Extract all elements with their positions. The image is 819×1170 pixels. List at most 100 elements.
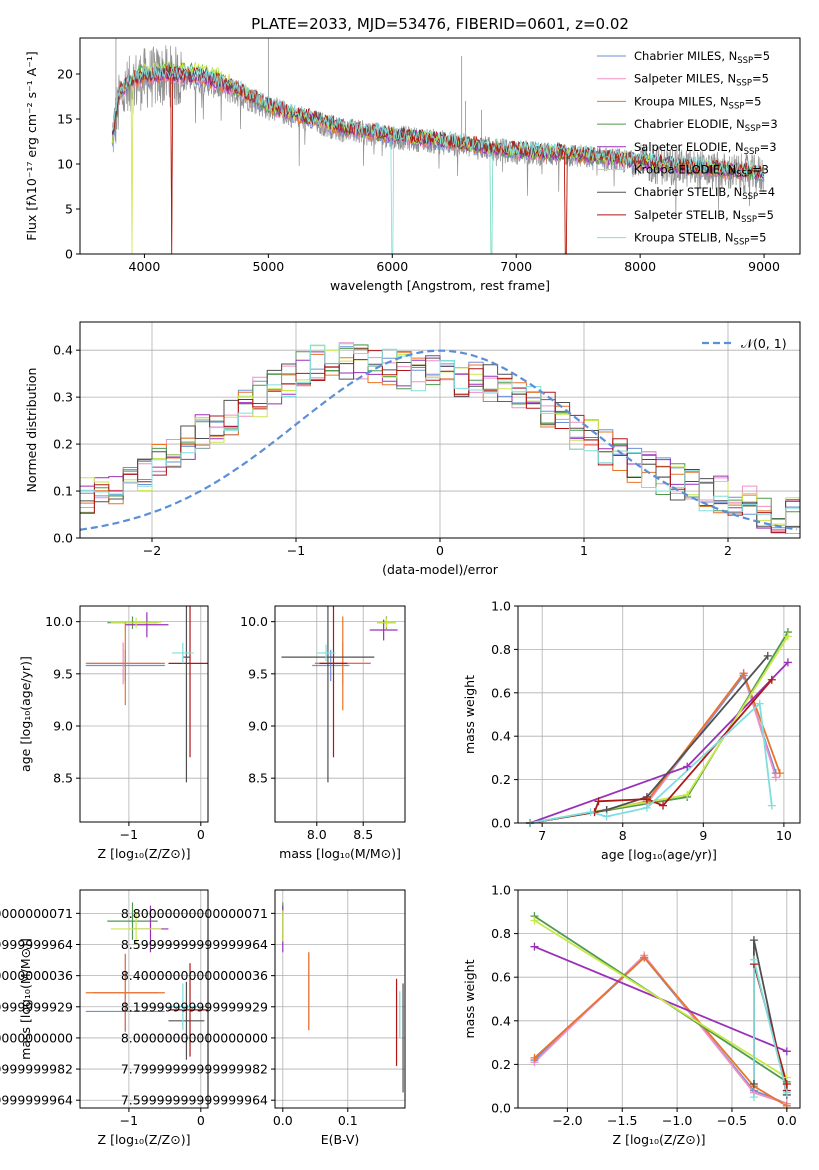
y-tick-label: 8.59999999999999964: [0, 937, 73, 952]
axes-frame: [79, 889, 209, 1109]
y-tick-label: 8.40000000000000036: [0, 968, 73, 983]
plot-area: [80, 342, 800, 537]
y-tick-label: 1.0: [491, 883, 511, 898]
y-axis-label: mass [log₁₀(M/M⊙)]: [18, 938, 33, 1060]
y-tick-label: 9.5: [53, 666, 73, 681]
y-tick-label: 7.79999999999999982: [121, 1062, 268, 1077]
legend-label: Chabrier MILES, NSSP=5: [634, 49, 770, 66]
x-tick-label: 0.0: [777, 1113, 797, 1128]
panel-mass-weight-vs-Z: −2.0 −1.5 −1.0 −0.5 0.0 0.0 0.2 0.4 0.6 0.8 1.0 Z […: [462, 883, 801, 1147]
y-tick-label: 0.2: [491, 772, 511, 787]
panel-spectrum: 4000 5000 6000 7000 8000 9000 0 5 10 15 20 waveleng…: [24, 37, 801, 293]
mass-weight-marker: [683, 762, 692, 771]
x-tick-label: 1: [580, 543, 588, 558]
x-tick-label: 5000: [252, 259, 284, 274]
y-tick-label: 0.2: [491, 1057, 511, 1072]
y-tick-label: 0.4: [491, 1013, 511, 1028]
x-tick-label: 0.0: [273, 1113, 293, 1128]
y-tick-label: 0.0: [53, 531, 73, 546]
x-tick-label: 0: [436, 543, 444, 558]
y-tick-label: 0.2: [53, 437, 73, 452]
legend-label: Salpeter ELODIE, NSSP=3: [634, 140, 777, 157]
mass-weight-line-c7: [529, 679, 773, 823]
mass-weight-marker: [782, 1047, 791, 1056]
x-tick-label: 0: [197, 1113, 205, 1128]
x-tick-label: −0.5: [717, 1113, 747, 1128]
x-tick-label: 7: [538, 828, 546, 843]
x-tick-label: −2: [143, 543, 161, 558]
x-tick-label: 8: [619, 828, 627, 843]
x-tick-label: 6000: [376, 259, 408, 274]
mass-weight-marker: [749, 1080, 758, 1089]
y-axis-label: mass weight: [462, 959, 477, 1038]
y-tick-label: 7.59999999999999964: [0, 1093, 73, 1108]
x-tick-label: −2.0: [552, 1113, 582, 1128]
mass-weight-marker: [530, 1053, 539, 1062]
x-tick-label: 8000: [624, 259, 656, 274]
x-tick-label: −1: [120, 827, 138, 842]
legend-label: Salpeter STELIB, NSSP=5: [634, 208, 774, 225]
y-tick-label: 20: [57, 67, 73, 82]
x-axis-label: Z [log₁₀(Z/Z⊙)]: [98, 1132, 191, 1147]
mass-weight-marker: [659, 801, 668, 810]
mass-weight-marker: [739, 669, 748, 678]
y-tick-label: 8.00000000000000000: [121, 1030, 268, 1045]
model-spectrum-c8: [111, 63, 764, 254]
y-tick-label: 1.0: [491, 599, 511, 614]
y-tick-label: 0.3: [53, 390, 73, 405]
y-tick-label: 0.6: [491, 970, 511, 985]
axes-frame: [79, 37, 801, 255]
axes-frame: [517, 889, 801, 1109]
plot-area: [282, 902, 404, 1093]
y-tick-label: 15: [57, 112, 73, 127]
mass-weight-line-c8: [753, 959, 788, 1098]
legend-label: Kroupa ELODIE, NSSP=3: [634, 163, 769, 180]
mass-weight-marker: [602, 812, 611, 821]
x-axis-label: mass [log₁₀(M/M⊙)]: [279, 846, 401, 861]
y-tick-label: 0.8: [491, 926, 511, 941]
residual-histogram-c5: [80, 345, 800, 525]
x-tick-label: 9000: [748, 259, 780, 274]
x-axis-label: age [log₁₀(age/yr)]: [601, 847, 717, 862]
residual-histogram-c3: [80, 344, 800, 519]
mass-weight-marker: [642, 795, 651, 804]
plot-area: [529, 631, 789, 823]
x-tick-label: 7000: [500, 259, 532, 274]
residual-histogram-c2: [80, 347, 800, 531]
figure-title: PLATE=2033, MJD=53476, FIBERID=0601, z=0…: [251, 15, 629, 33]
mass-weight-marker: [749, 955, 758, 964]
x-axis-label: Z [log₁₀(Z/Z⊙)]: [613, 1132, 706, 1147]
legend-label: Chabrier ELODIE, NSSP=3: [634, 117, 778, 134]
axes-frame: [79, 605, 209, 823]
y-tick-label: 9.0: [53, 719, 73, 734]
y-tick-label: 7.79999999999999982: [0, 1062, 73, 1077]
y-tick-label: 10.0: [45, 614, 73, 629]
y-tick-label: 10.0: [240, 614, 268, 629]
residual-histogram-c6: [80, 348, 800, 537]
legend-label: Kroupa MILES, NSSP=5: [634, 94, 761, 111]
legend-label: Salpeter MILES, NSSP=5: [634, 72, 769, 89]
y-tick-label: 0.8: [491, 642, 511, 657]
y-tick-label: 8.80000000000000071: [121, 906, 268, 921]
mass-weight-marker: [683, 790, 692, 799]
y-axis-label: Normed distribution: [24, 368, 39, 493]
x-tick-label: 0: [197, 827, 205, 842]
plot-area: [281, 606, 398, 783]
x-tick-label: 9: [699, 828, 707, 843]
mass-weight-marker: [775, 769, 784, 778]
y-tick-label: 8.19999999999999929: [0, 999, 73, 1014]
residual-histogram-c1: [80, 342, 800, 534]
mass-weight-marker: [783, 658, 792, 667]
x-axis-label: E(B-V): [321, 1132, 360, 1147]
panel-mass-vs-EBV: 0.0 0.1 7.59999999999999964 7.7999999999999…: [121, 889, 406, 1147]
plot-area: [533, 915, 788, 1107]
x-tick-label: 2: [724, 543, 732, 558]
x-tick-label: 8.0: [307, 827, 327, 842]
legend-label: 𝒩(0, 1): [741, 336, 787, 351]
x-tick-label: 0.1: [338, 1113, 358, 1128]
spectrum-legend: Chabrier MILES, NSSP=5 Salpeter MILES, NS…: [597, 49, 778, 248]
y-tick-label: 9.5: [248, 666, 268, 681]
x-tick-label: 4000: [129, 259, 161, 274]
mass-weight-marker: [586, 808, 595, 817]
